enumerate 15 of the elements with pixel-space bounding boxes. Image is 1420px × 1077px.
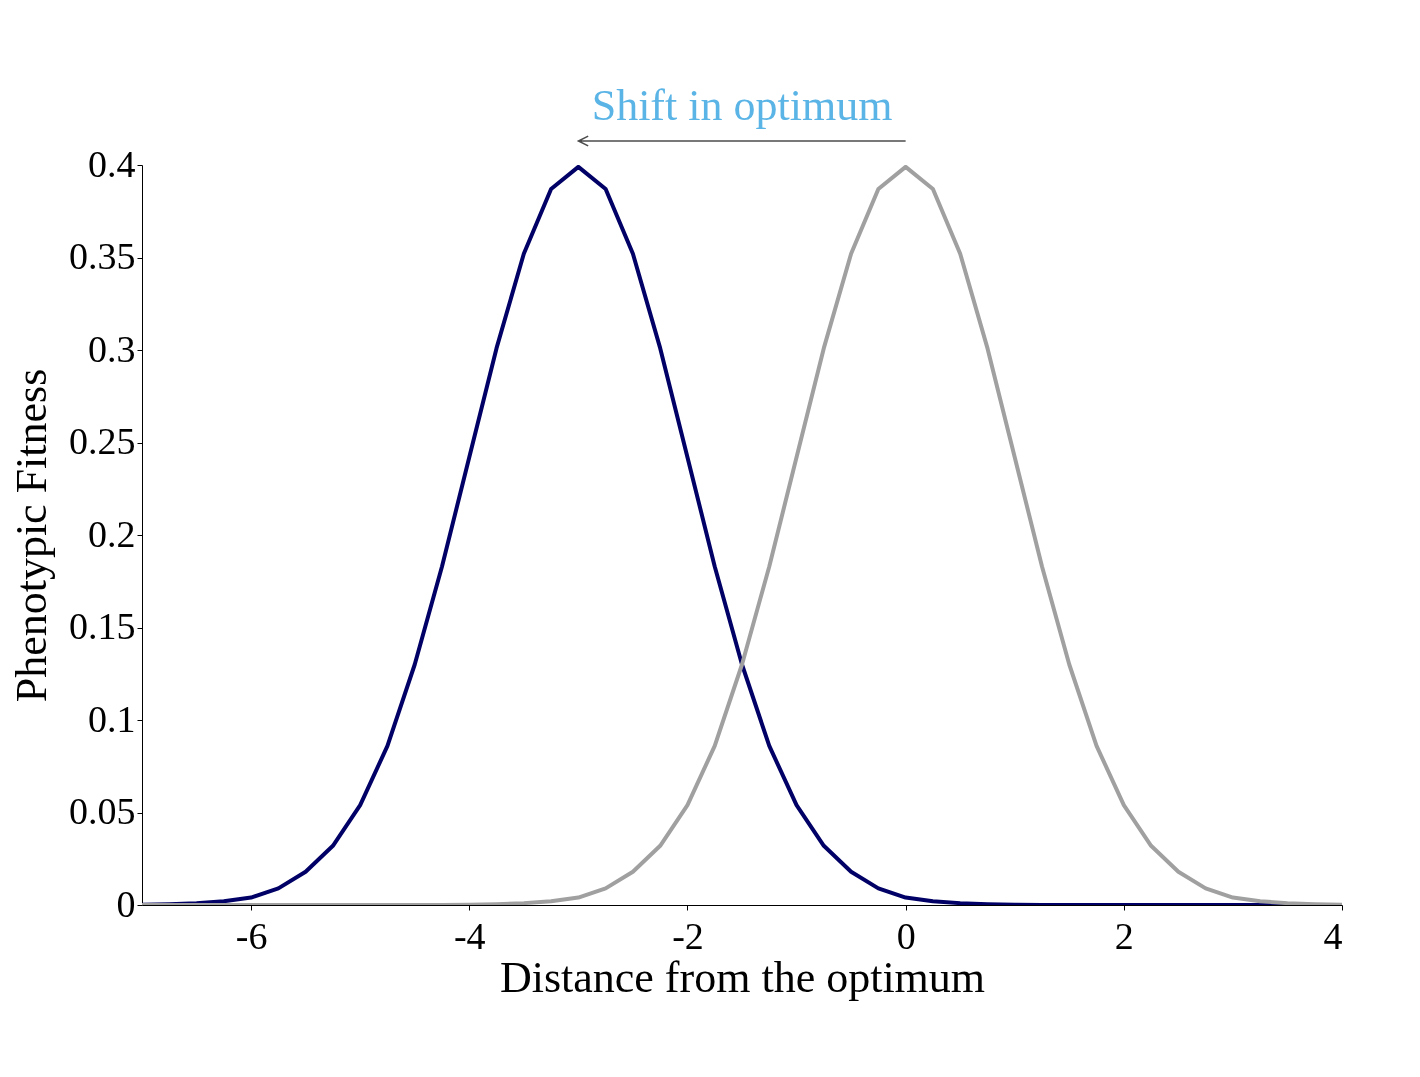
x-tick-label: -6 — [235, 914, 268, 957]
y-tick-label: 0.15 — [69, 605, 136, 647]
y-tick-label: 0.2 — [88, 512, 136, 555]
y-tick-label: 0.4 — [88, 142, 136, 185]
x-tick-label: 4 — [1323, 914, 1343, 957]
y-tick-label: 0.35 — [69, 235, 136, 277]
y-tick-label: 0.25 — [69, 420, 136, 462]
x-tick-label: 2 — [1114, 914, 1134, 957]
y-tick-label: 0.1 — [88, 697, 136, 740]
y-tick-label: 0 — [116, 882, 136, 925]
text: Shift in optimum — [591, 81, 893, 130]
y-axis-title: Phenotypic Fitness — [7, 368, 56, 703]
y-tick-label: 0.05 — [69, 790, 136, 832]
x-tick-label: -4 — [453, 914, 486, 957]
y-tick-label: 0.3 — [88, 327, 136, 370]
